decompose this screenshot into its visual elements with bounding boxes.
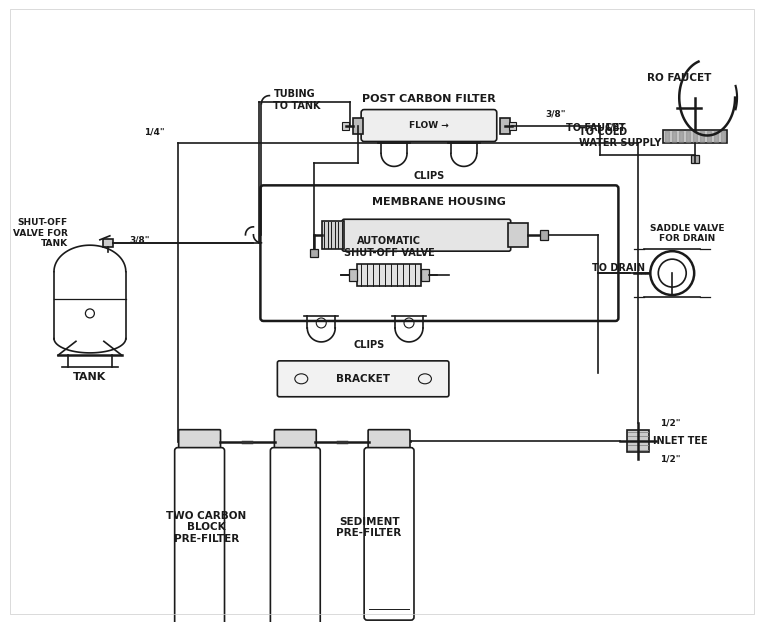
Bar xyxy=(310,249,319,257)
FancyBboxPatch shape xyxy=(361,110,497,141)
FancyBboxPatch shape xyxy=(342,219,511,251)
Text: TO FAUCET: TO FAUCET xyxy=(565,123,625,133)
Bar xyxy=(539,231,548,240)
Polygon shape xyxy=(665,130,669,143)
Polygon shape xyxy=(721,130,725,143)
Text: CLIPS: CLIPS xyxy=(354,340,385,350)
Text: SEDIMENT
PRE-FILTER: SEDIMENT PRE-FILTER xyxy=(337,516,402,538)
Text: WATER SUPPLY: WATER SUPPLY xyxy=(578,138,661,148)
Bar xyxy=(349,269,357,281)
Bar xyxy=(691,156,700,163)
Polygon shape xyxy=(679,130,684,143)
Polygon shape xyxy=(714,130,718,143)
Text: INLET TEE: INLET TEE xyxy=(653,435,708,445)
Text: MEMBRANE HOUSING: MEMBRANE HOUSING xyxy=(373,197,507,207)
Text: TO TANK: TO TANK xyxy=(274,100,321,111)
Bar xyxy=(342,121,349,130)
Text: 1/4": 1/4" xyxy=(604,122,624,131)
Polygon shape xyxy=(672,130,676,143)
Text: 1/2": 1/2" xyxy=(661,454,680,463)
Polygon shape xyxy=(693,130,697,143)
Bar xyxy=(509,121,516,130)
Bar xyxy=(663,130,727,143)
Bar xyxy=(627,430,649,452)
Bar xyxy=(507,223,527,247)
Text: BRACKET: BRACKET xyxy=(336,374,390,384)
Text: FLOW →: FLOW → xyxy=(409,121,449,130)
Polygon shape xyxy=(687,130,690,143)
Bar xyxy=(322,221,344,249)
Text: TWO CARBON
BLOCK
PRE-FILTER: TWO CARBON BLOCK PRE-FILTER xyxy=(166,511,247,544)
Text: POST CARBON FILTER: POST CARBON FILTER xyxy=(362,93,496,103)
Bar xyxy=(357,264,421,286)
Text: RO FAUCET: RO FAUCET xyxy=(648,73,712,83)
Text: CLIPS: CLIPS xyxy=(413,171,444,181)
Text: TUBING: TUBING xyxy=(274,88,315,98)
FancyBboxPatch shape xyxy=(277,361,449,397)
Text: SADDLE VALVE
FOR DRAIN: SADDLE VALVE FOR DRAIN xyxy=(650,224,725,243)
Bar xyxy=(421,269,429,281)
FancyBboxPatch shape xyxy=(368,430,410,454)
Text: SHUT-OFF
VALVE FOR
TANK: SHUT-OFF VALVE FOR TANK xyxy=(13,218,68,248)
Text: 3/8": 3/8" xyxy=(130,235,150,244)
Text: 3/8": 3/8" xyxy=(546,109,566,118)
Text: TO DRAIN: TO DRAIN xyxy=(593,263,645,273)
Bar xyxy=(103,239,113,247)
Bar xyxy=(500,118,510,133)
Polygon shape xyxy=(707,130,711,143)
Text: TANK: TANK xyxy=(73,372,107,383)
FancyBboxPatch shape xyxy=(174,447,225,623)
Text: 1/2": 1/2" xyxy=(661,418,680,427)
FancyBboxPatch shape xyxy=(271,447,320,623)
FancyBboxPatch shape xyxy=(178,430,220,454)
Text: 1/4": 1/4" xyxy=(144,127,165,136)
FancyBboxPatch shape xyxy=(261,186,619,321)
Polygon shape xyxy=(700,130,704,143)
FancyBboxPatch shape xyxy=(364,447,414,620)
Text: TO COLD: TO COLD xyxy=(578,126,626,136)
FancyBboxPatch shape xyxy=(274,430,316,454)
Text: AUTOMATIC
SHUT-OFF VALVE: AUTOMATIC SHUT-OFF VALVE xyxy=(344,236,434,258)
Bar xyxy=(353,118,363,133)
